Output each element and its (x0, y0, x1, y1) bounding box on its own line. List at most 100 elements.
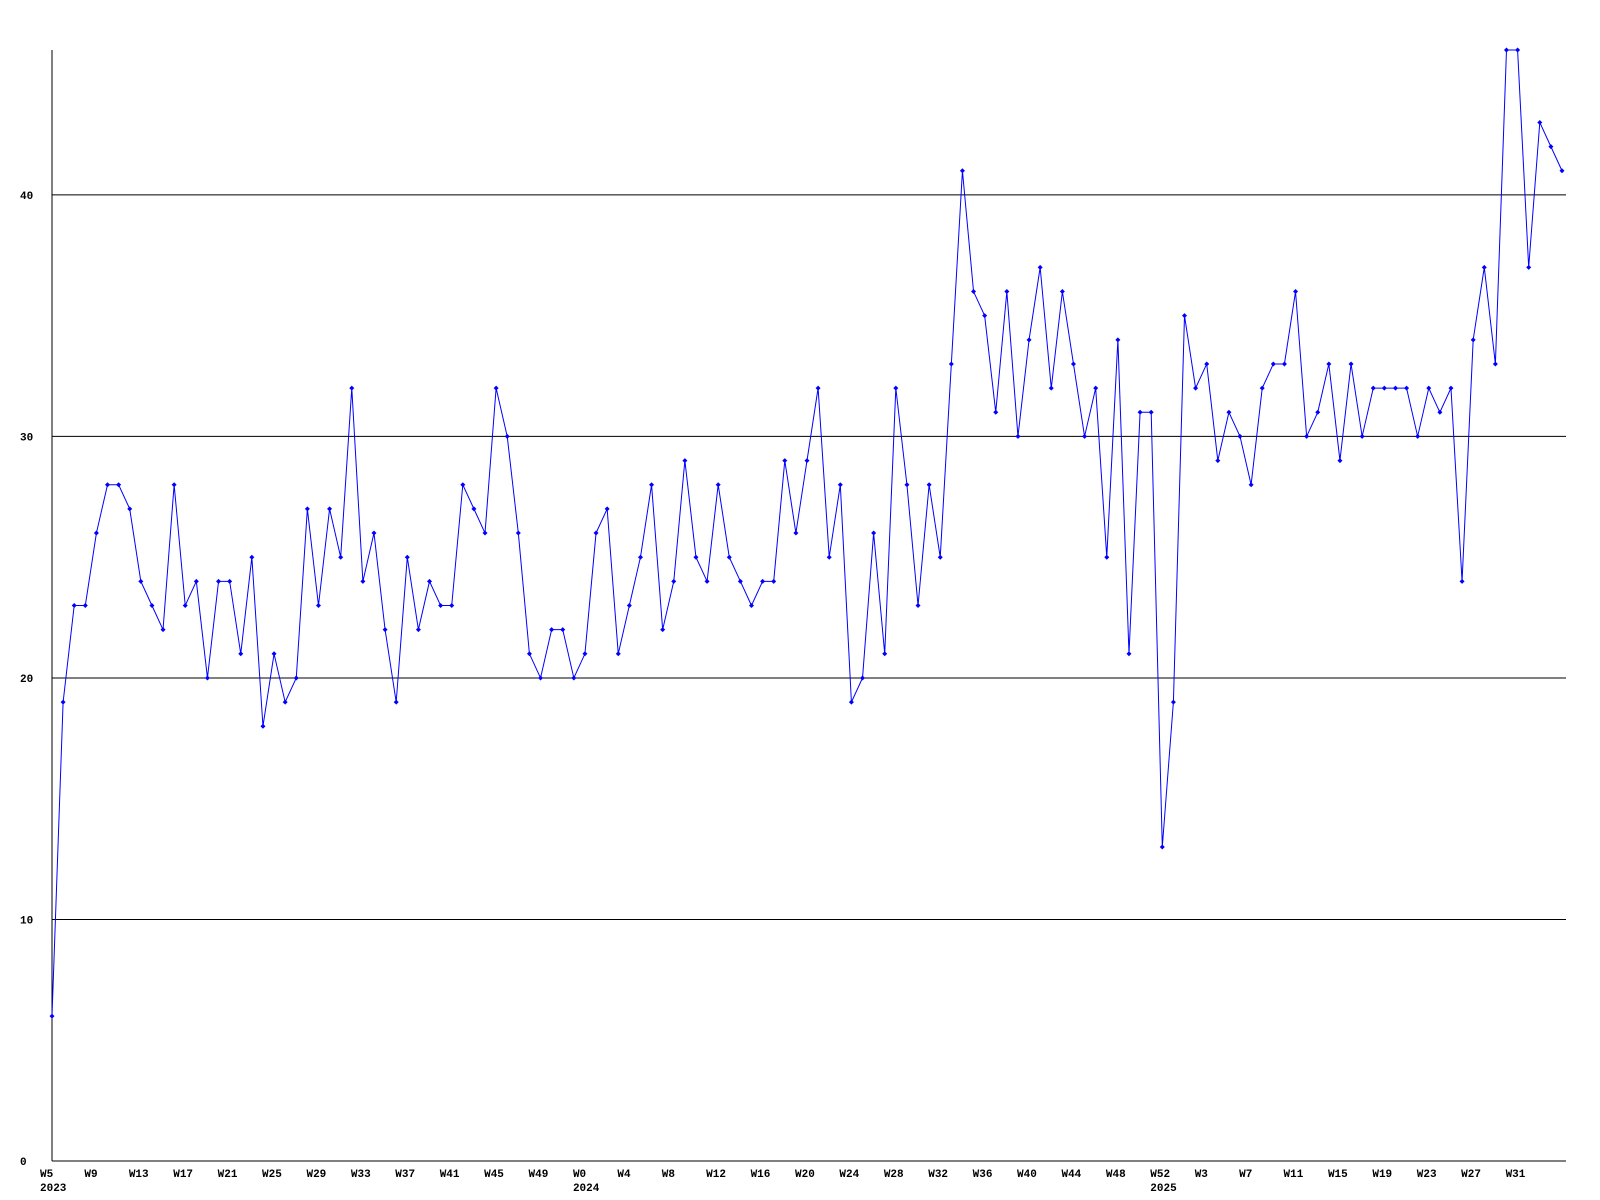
data-point (860, 675, 866, 681)
x-tick-label: W16 (751, 1169, 771, 1181)
data-point (1459, 578, 1465, 584)
data-point (915, 603, 921, 608)
x-tick-label: W41 (440, 1169, 460, 1181)
data-point (1248, 482, 1254, 488)
x-tick-label: W23 (1417, 1169, 1437, 1181)
data-point (826, 554, 832, 560)
data-point (1104, 554, 1110, 560)
data-point (1370, 385, 1376, 391)
x-tick-label: W48 (1106, 1169, 1126, 1181)
data-point (1526, 264, 1532, 270)
data-point (671, 578, 677, 584)
data-point (1537, 119, 1543, 125)
x-year-label: 2024 (573, 1183, 600, 1195)
x-tick-label: W20 (795, 1169, 815, 1181)
data-point (393, 699, 399, 705)
x-tick-label: W13 (129, 1169, 149, 1181)
data-point (959, 168, 965, 174)
x-tick-label: W11 (1284, 1169, 1304, 1181)
data-point (249, 554, 255, 560)
data-point (460, 482, 466, 488)
x-tick-label: W12 (706, 1169, 726, 1181)
data-point (193, 578, 199, 584)
data-point (748, 603, 754, 608)
data-point (848, 699, 854, 705)
data-point (515, 530, 521, 536)
data-point (1159, 844, 1165, 850)
data-point (1226, 409, 1232, 415)
data-point (438, 603, 444, 608)
data-point (593, 530, 599, 536)
data-point (127, 506, 133, 512)
data-point (1281, 361, 1287, 367)
x-tick-label: W4 (617, 1169, 631, 1181)
data-point (571, 675, 577, 681)
data-point (1193, 385, 1199, 391)
data-point (993, 409, 999, 415)
x-tick-label: W33 (351, 1169, 371, 1181)
data-point (1037, 264, 1043, 270)
data-point (837, 482, 843, 488)
data-point (1515, 47, 1521, 53)
data-point (649, 482, 655, 488)
data-point (327, 506, 333, 512)
data-point (1437, 409, 1443, 415)
data-point (1348, 361, 1354, 367)
data-point (1326, 361, 1332, 367)
data-point (216, 578, 222, 584)
data-point (893, 385, 899, 391)
data-point (1304, 433, 1310, 439)
x-tick-label: W49 (529, 1169, 549, 1181)
data-point (904, 482, 910, 488)
data-point (415, 627, 421, 633)
x-tick-label: W15 (1328, 1169, 1348, 1181)
data-point (604, 506, 610, 512)
y-tick-label: 20 (20, 674, 33, 686)
data-point (1337, 458, 1343, 464)
data-point (726, 554, 732, 560)
data-point (282, 699, 288, 705)
data-point (538, 675, 544, 681)
data-point (60, 699, 66, 705)
data-point (526, 651, 532, 657)
x-tick-label: W3 (1195, 1169, 1209, 1181)
data-point (1259, 385, 1265, 391)
data-point (682, 458, 688, 464)
data-point (504, 433, 510, 439)
x-tick-label: W19 (1372, 1169, 1392, 1181)
data-point (1492, 361, 1498, 367)
y-tick-label: 40 (20, 191, 33, 203)
data-point (971, 289, 977, 295)
data-point (1293, 289, 1299, 295)
data-point (260, 723, 266, 729)
data-point (227, 578, 233, 584)
data-point (1359, 433, 1365, 439)
data-point (1004, 289, 1010, 295)
data-point (271, 651, 277, 657)
x-tick-label: W36 (973, 1169, 993, 1181)
data-point (1015, 433, 1021, 439)
x-tick-label: W44 (1061, 1169, 1081, 1181)
data-point (582, 651, 588, 657)
data-point (349, 385, 355, 391)
data-point (1126, 651, 1132, 657)
data-point (138, 578, 144, 584)
y-tick-label: 10 (20, 915, 33, 927)
data-point (615, 651, 621, 657)
data-point (1059, 289, 1065, 295)
x-year-label: 2023 (40, 1183, 67, 1195)
data-point (1426, 385, 1432, 391)
data-point (1548, 144, 1554, 150)
data-point (982, 313, 988, 319)
data-point (293, 675, 299, 681)
x-tick-label: W31 (1506, 1169, 1526, 1181)
data-point (315, 603, 321, 608)
x-tick-label: W9 (84, 1169, 97, 1181)
x-tick-label: W24 (839, 1169, 859, 1181)
data-point (1392, 385, 1398, 391)
x-tick-label: W21 (218, 1169, 238, 1181)
data-point (1415, 433, 1421, 439)
y-tick-label: 30 (20, 432, 33, 444)
